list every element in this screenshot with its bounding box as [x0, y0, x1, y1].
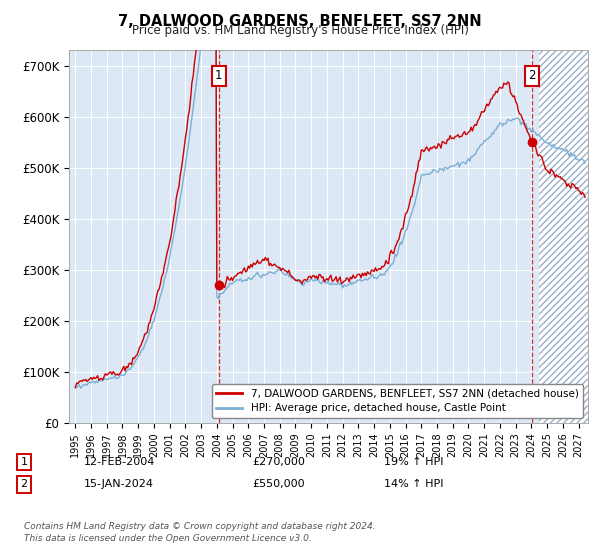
Text: 2: 2: [528, 69, 536, 82]
Bar: [539, 50, 588, 423]
Text: 2: 2: [20, 479, 28, 489]
Text: 14% ↑ HPI: 14% ↑ HPI: [384, 479, 443, 489]
Bar: [539, 50, 588, 423]
Text: 7, DALWOOD GARDENS, BENFLEET, SS7 2NN: 7, DALWOOD GARDENS, BENFLEET, SS7 2NN: [118, 14, 482, 29]
Text: Price paid vs. HM Land Registry's House Price Index (HPI): Price paid vs. HM Land Registry's House …: [131, 24, 469, 37]
Text: 19% ↑ HPI: 19% ↑ HPI: [384, 457, 443, 467]
Text: Contains HM Land Registry data © Crown copyright and database right 2024.
This d: Contains HM Land Registry data © Crown c…: [24, 522, 376, 543]
Text: £550,000: £550,000: [252, 479, 305, 489]
Text: £270,000: £270,000: [252, 457, 305, 467]
Text: 15-JAN-2024: 15-JAN-2024: [84, 479, 154, 489]
Text: 12-FEB-2004: 12-FEB-2004: [84, 457, 155, 467]
Text: 1: 1: [215, 69, 223, 82]
Legend: 7, DALWOOD GARDENS, BENFLEET, SS7 2NN (detached house), HPI: Average price, deta: 7, DALWOOD GARDENS, BENFLEET, SS7 2NN (d…: [212, 384, 583, 418]
Text: 1: 1: [20, 457, 28, 467]
